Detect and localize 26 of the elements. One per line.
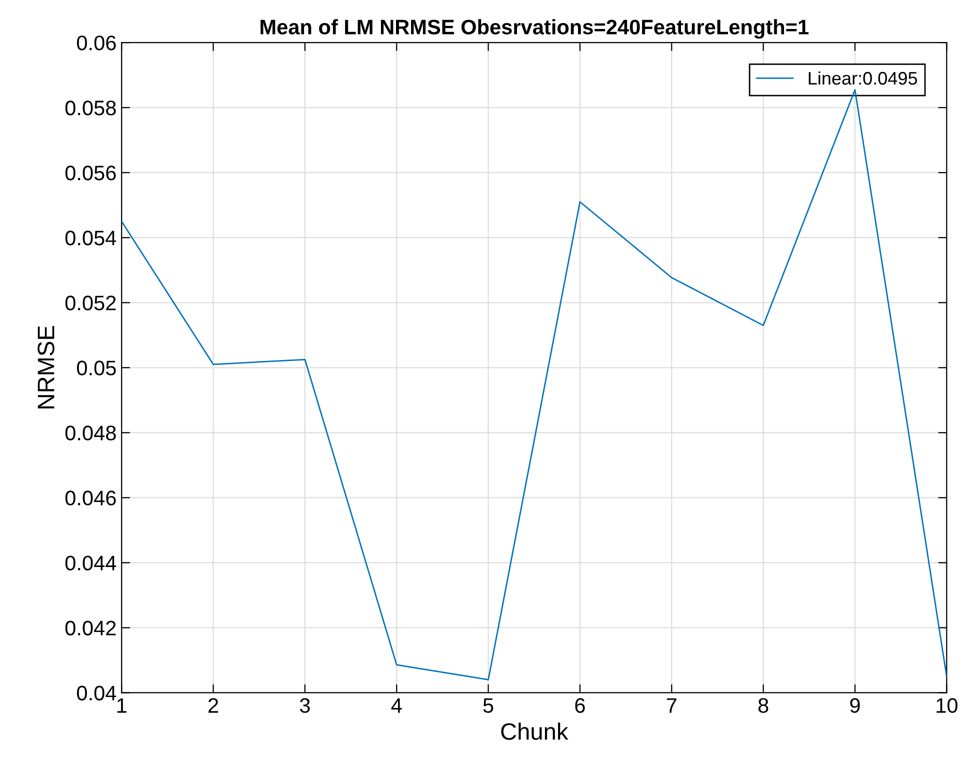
y-tick-label: 0.05	[77, 360, 116, 376]
x-tick-label: 10	[936, 698, 958, 713]
y-tick-label: 0.058	[65, 100, 116, 116]
y-tick-label: 0.044	[65, 556, 116, 570]
x-tick-label: 1	[117, 698, 126, 713]
y-tick-label: 0.042	[65, 620, 116, 636]
x-tick-label: 4	[391, 698, 402, 713]
y-tick-label: 0.056	[65, 166, 116, 180]
x-axis-title: Chunk	[501, 722, 568, 740]
x-tick-label: 8	[758, 698, 768, 713]
x-tick-label: 5	[483, 698, 494, 713]
legend-label: Linear:0.0495	[808, 71, 918, 85]
y-tick-label: 0.06	[77, 36, 116, 50]
y-tick-label: 0.046	[65, 490, 116, 506]
y-axis-title: NRMSE	[38, 326, 54, 408]
x-tick-label: 3	[300, 698, 310, 713]
y-tick-label: 0.054	[65, 230, 116, 246]
chart-title: Mean of LM NRMSE Obesrvations=240FeatureLength=1	[260, 19, 809, 39]
y-tick-label: 0.04	[77, 686, 116, 700]
x-tick-label: 7	[666, 698, 676, 713]
x-tick-label: 2	[208, 698, 218, 713]
x-tick-label: 6	[575, 698, 585, 713]
x-tick-label: 9	[850, 698, 860, 713]
y-tick-label: 0.052	[65, 296, 116, 310]
line-series	[122, 89, 947, 680]
y-tick-label: 0.048	[65, 426, 116, 440]
